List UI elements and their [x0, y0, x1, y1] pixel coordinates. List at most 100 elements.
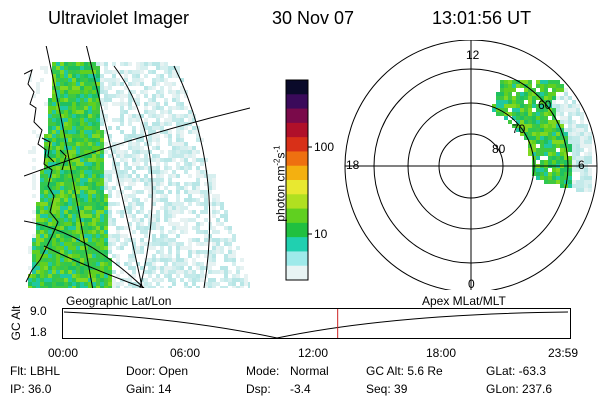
emission-pixel	[128, 238, 132, 242]
emission-pixel	[76, 98, 80, 102]
emission-pixel	[548, 176, 552, 180]
emission-pixel	[84, 142, 88, 146]
emission-pixel	[580, 188, 584, 192]
emission-pixel	[192, 186, 196, 190]
emission-pixel	[540, 92, 544, 96]
emission-pixel	[68, 222, 72, 226]
emission-pixel	[168, 138, 172, 142]
emission-pixel	[104, 194, 108, 198]
emission-pixel	[132, 130, 136, 134]
emission-pixel	[528, 108, 532, 112]
emission-pixel	[100, 202, 104, 206]
emission-pixel	[152, 186, 156, 190]
mode-value: Normal	[290, 364, 329, 378]
emission-pixel	[168, 86, 172, 90]
emission-pixel	[92, 266, 96, 270]
emission-pixel	[60, 90, 64, 94]
emission-pixel	[176, 94, 180, 98]
emission-pixel	[64, 94, 68, 98]
emission-pixel	[100, 222, 104, 226]
emission-pixel	[120, 182, 124, 186]
emission-pixel	[100, 258, 104, 262]
emission-pixel	[72, 154, 76, 158]
emission-pixel	[224, 258, 228, 262]
emission-pixel	[140, 158, 144, 162]
emission-pixel	[108, 78, 112, 82]
emission-pixel	[100, 282, 104, 286]
emission-pixel	[68, 146, 72, 150]
emission-pixel	[180, 186, 184, 190]
emission-pixel	[140, 210, 144, 214]
emission-pixel	[48, 158, 52, 162]
emission-pixel	[88, 202, 92, 206]
emission-pixel	[76, 94, 80, 98]
emission-pixel	[568, 124, 572, 128]
emission-pixel	[68, 174, 72, 178]
emission-pixel	[144, 118, 148, 122]
emission-pixel	[176, 66, 180, 70]
emission-pixel	[52, 282, 56, 286]
emission-pixel	[96, 230, 100, 234]
emission-pixel	[48, 214, 52, 218]
emission-pixel	[72, 218, 76, 222]
emission-pixel	[76, 194, 80, 198]
emission-pixel	[176, 154, 180, 158]
emission-pixel	[156, 226, 160, 230]
emission-pixel	[512, 104, 516, 108]
emission-pixel	[60, 262, 64, 266]
emission-pixel	[116, 162, 120, 166]
emission-pixel	[112, 270, 116, 274]
emission-pixel	[92, 118, 96, 122]
emission-pixel	[184, 142, 188, 146]
emission-pixel	[92, 90, 96, 94]
emission-pixel	[560, 124, 564, 128]
emission-pixel	[200, 158, 204, 162]
emission-pixel	[44, 142, 48, 146]
emission-pixel	[140, 126, 144, 130]
emission-pixel	[176, 202, 180, 206]
emission-pixel	[196, 262, 200, 266]
emission-pixel	[536, 168, 540, 172]
emission-pixel	[544, 88, 548, 92]
emission-pixel	[132, 142, 136, 146]
emission-pixel	[84, 86, 88, 90]
emission-pixel	[148, 98, 152, 102]
emission-pixel	[184, 94, 188, 98]
emission-pixel	[568, 168, 572, 172]
emission-pixel	[556, 140, 560, 144]
emission-pixel	[48, 222, 52, 226]
emission-pixel	[76, 286, 80, 288]
emission-pixel	[136, 70, 140, 74]
date-label: 30 Nov 07	[272, 8, 355, 28]
emission-pixel	[104, 78, 108, 82]
emission-pixel	[200, 278, 204, 282]
emission-pixel	[156, 198, 160, 202]
emission-pixel	[104, 282, 108, 286]
emission-pixel	[32, 150, 36, 154]
emission-pixel	[108, 282, 112, 286]
emission-pixel	[168, 206, 172, 210]
emission-pixel	[96, 186, 100, 190]
emission-pixel	[176, 146, 180, 150]
emission-pixel	[120, 270, 124, 274]
emission-pixel	[44, 282, 48, 286]
emission-pixel	[84, 138, 88, 142]
emission-pixel	[172, 258, 176, 262]
emission-pixel	[552, 156, 556, 160]
emission-pixel	[168, 74, 172, 78]
emission-pixel	[88, 266, 92, 270]
emission-pixel	[168, 114, 172, 118]
emission-pixel	[68, 130, 72, 134]
emission-pixel	[172, 142, 176, 146]
emission-pixel	[536, 176, 540, 180]
emission-pixel	[92, 258, 96, 262]
emission-pixel	[192, 190, 196, 194]
emission-pixel	[56, 130, 60, 134]
emission-pixel	[80, 118, 84, 122]
emission-pixel	[84, 150, 88, 154]
emission-pixel	[100, 250, 104, 254]
emission-pixel	[572, 128, 576, 132]
emission-pixel	[144, 62, 148, 66]
gain-info: Gain: 14	[126, 382, 172, 396]
emission-pixel	[80, 114, 84, 118]
